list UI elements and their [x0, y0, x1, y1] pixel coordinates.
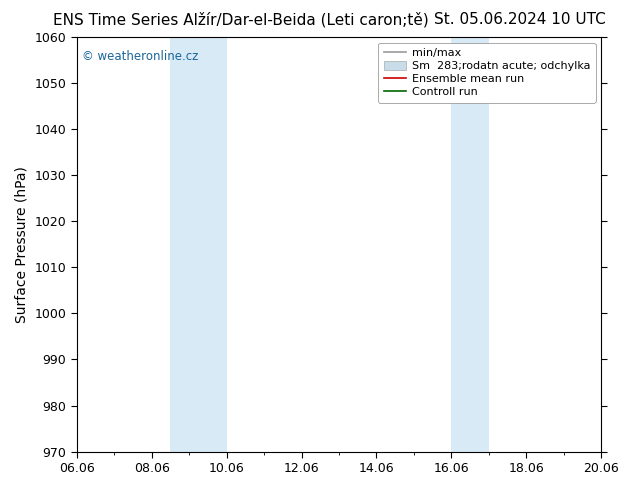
- Text: St. 05.06.2024 10 UTC: St. 05.06.2024 10 UTC: [434, 12, 605, 27]
- Text: ENS Time Series Alžír/Dar-el-Beida (Leti caron;tě): ENS Time Series Alžír/Dar-el-Beida (Leti…: [53, 12, 429, 28]
- Text: © weatheronline.cz: © weatheronline.cz: [82, 49, 198, 63]
- Y-axis label: Surface Pressure (hPa): Surface Pressure (hPa): [15, 166, 29, 323]
- Bar: [451, 37, 489, 452]
- Legend: min/max, Sm  283;rodatn acute; odchylka, Ensemble mean run, Controll run: min/max, Sm 283;rodatn acute; odchylka, …: [378, 43, 595, 102]
- Bar: [171, 37, 226, 452]
